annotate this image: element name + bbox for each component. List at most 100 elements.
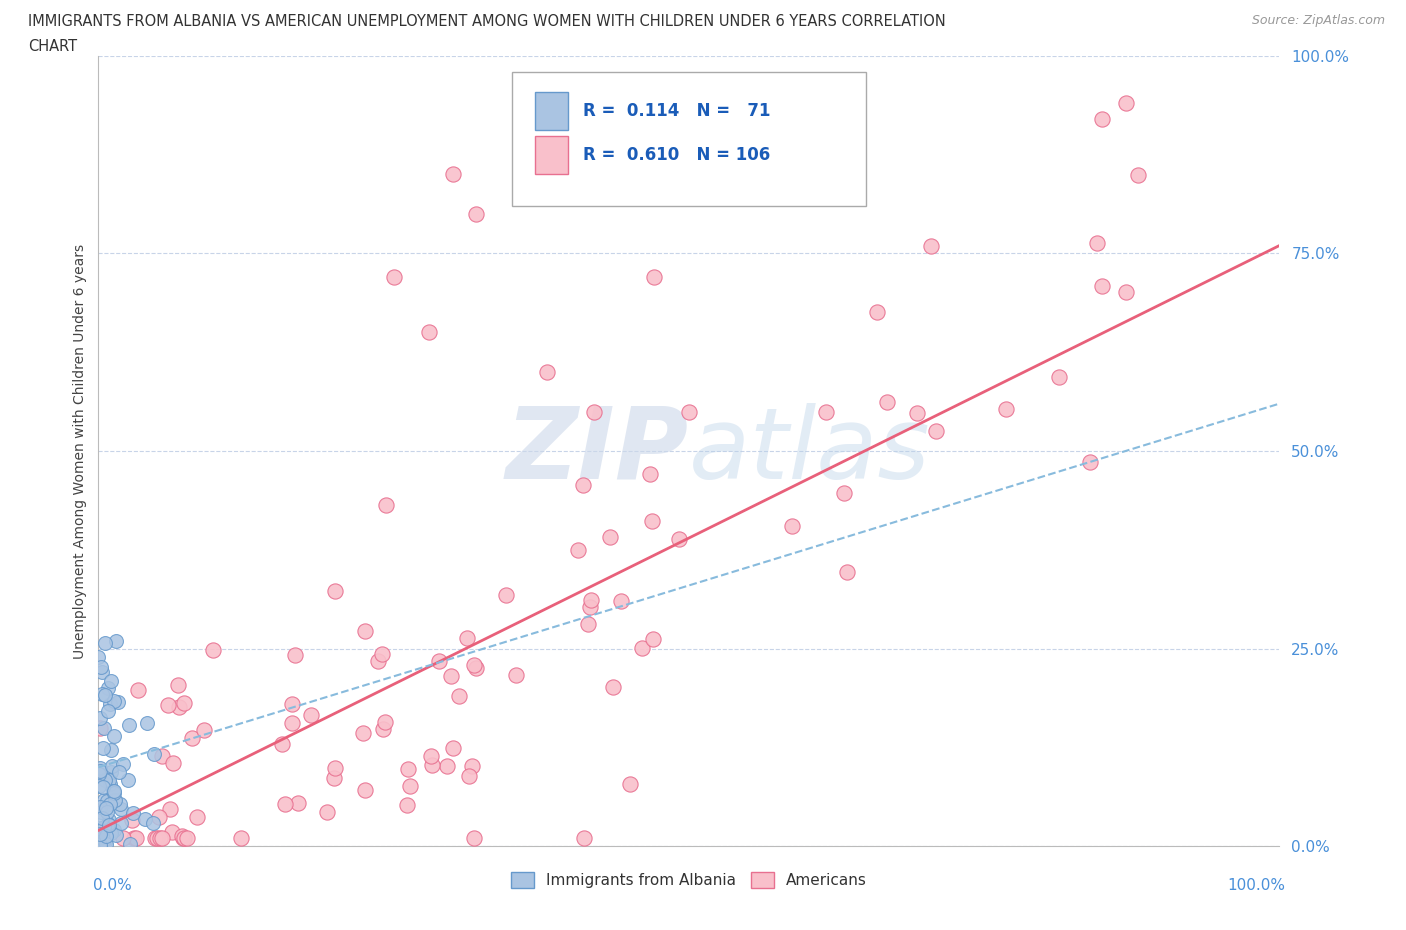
Text: R =  0.114   N =   71: R = 0.114 N = 71: [582, 102, 770, 120]
Point: [572, 478, 595, 493]
Point: [122, 831, 145, 846]
Point: [146, 831, 169, 846]
Text: 0.0%: 0.0%: [93, 878, 131, 893]
Point: [323, 583, 346, 598]
Point: [166, 678, 188, 693]
Point: [117, 772, 139, 787]
Point: [583, 405, 606, 419]
Point: [461, 759, 484, 774]
Point: [678, 405, 700, 420]
Point: [418, 326, 440, 340]
Point: [97, 703, 120, 718]
Point: [193, 723, 215, 737]
Text: atlas: atlas: [689, 403, 931, 499]
Text: 100.0%: 100.0%: [1227, 878, 1285, 893]
Point: [441, 740, 464, 755]
Point: [1080, 455, 1102, 470]
Point: [162, 755, 184, 770]
Point: [94, 772, 117, 787]
Point: [835, 565, 858, 579]
Point: [631, 640, 654, 655]
Point: [121, 813, 143, 828]
Point: [97, 681, 120, 696]
Point: [105, 828, 128, 843]
Point: [602, 679, 624, 694]
Point: [87, 649, 110, 664]
Point: [1128, 167, 1150, 182]
Point: [995, 402, 1018, 417]
Point: [93, 819, 115, 834]
Point: [101, 759, 124, 774]
Point: [100, 673, 122, 688]
Point: [103, 823, 125, 838]
Point: [100, 742, 122, 757]
Point: [110, 815, 132, 830]
Point: [89, 831, 111, 846]
Point: [87, 766, 110, 781]
Text: R =  0.610   N = 106: R = 0.610 N = 106: [582, 146, 770, 164]
Point: [96, 801, 118, 816]
Point: [91, 779, 114, 794]
FancyBboxPatch shape: [512, 72, 866, 206]
Point: [103, 783, 125, 798]
Point: [315, 804, 337, 819]
Point: [572, 831, 595, 846]
Point: [832, 485, 855, 500]
Point: [159, 802, 181, 817]
Point: [89, 778, 111, 793]
Point: [180, 731, 202, 746]
Point: [173, 831, 195, 846]
Point: [287, 795, 309, 810]
Bar: [536, 92, 568, 130]
Point: [100, 765, 122, 780]
Point: [420, 758, 443, 773]
Point: [398, 761, 420, 776]
Point: [352, 725, 374, 740]
Point: [118, 836, 141, 851]
Point: [373, 722, 395, 737]
Point: [87, 820, 110, 835]
Point: [94, 687, 117, 702]
Point: [599, 529, 621, 544]
Point: [127, 683, 149, 698]
Point: [150, 831, 173, 846]
Y-axis label: Unemployment Among Women with Children Under 6 years: Unemployment Among Women with Children U…: [73, 244, 87, 658]
Point: [121, 805, 143, 820]
Point: [1091, 112, 1114, 126]
Point: [125, 831, 148, 846]
Point: [284, 647, 307, 662]
Point: [536, 365, 558, 379]
Point: [97, 817, 120, 831]
Point: [229, 831, 252, 846]
Point: [149, 831, 172, 846]
Point: [398, 778, 420, 793]
Point: [641, 631, 664, 646]
Point: [876, 394, 898, 409]
Point: [463, 658, 485, 672]
Point: [105, 633, 128, 648]
Point: [89, 711, 111, 725]
Point: [1115, 96, 1137, 111]
Point: [87, 838, 110, 853]
Point: [1091, 279, 1114, 294]
Point: [89, 827, 111, 842]
Point: [578, 617, 600, 631]
Point: [98, 797, 121, 812]
Point: [579, 592, 602, 607]
Point: [610, 594, 633, 609]
Text: Source: ZipAtlas.com: Source: ZipAtlas.com: [1251, 14, 1385, 27]
Point: [465, 206, 488, 221]
Point: [103, 784, 125, 799]
Point: [1115, 285, 1137, 299]
Point: [172, 831, 194, 846]
Point: [449, 688, 471, 703]
Point: [354, 623, 377, 638]
Point: [1047, 370, 1070, 385]
Point: [93, 721, 115, 736]
Point: [98, 817, 121, 832]
Point: [815, 405, 838, 419]
Point: [148, 810, 170, 825]
Point: [134, 811, 156, 826]
Point: [643, 270, 665, 285]
Point: [354, 782, 377, 797]
